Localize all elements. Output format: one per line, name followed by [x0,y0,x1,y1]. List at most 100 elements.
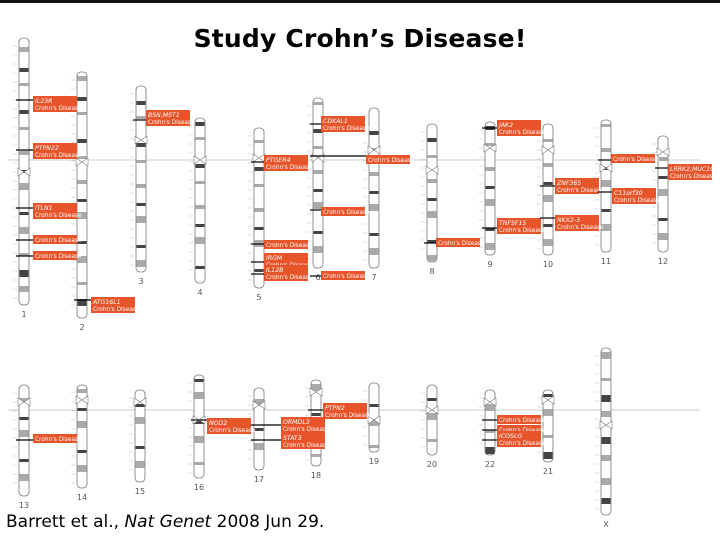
locus-box [207,418,251,434]
locus-box [33,96,77,112]
gene-name: TNFSF15 [499,220,526,227]
chromosome-number: 10 [543,260,553,269]
locus-label: Crohn's Disease [310,155,415,164]
locus-box [497,431,541,447]
gene-name: IRGM [266,255,283,262]
locus-box [321,271,365,280]
gene-name: ATG16L1 [92,299,121,306]
gene-name: ORMDL3 [283,419,310,426]
disease-name: Crohn's Disease [499,441,546,447]
gene-name: C11orf30 [614,190,643,197]
chromosome-2: 2 [71,71,89,332]
chromosome-number: 15 [135,487,145,496]
chromosome-number: 7 [371,273,376,282]
chromosome-number: 12 [658,257,668,266]
gene-name: CDKAL1 [323,118,348,125]
disease-name: Crohn's Disease [266,165,313,171]
gene-name: IL12B [266,267,283,274]
citation: Barrett et al., Nat Genet 2008 Jun 29. [6,512,324,532]
page-title: Study Crohn’s Disease! [193,24,527,53]
chromosome-number: 18 [311,471,321,480]
locus-box [497,415,541,424]
chromosome-21: 21 [537,389,555,476]
locus-box [33,434,77,443]
disease-name: Crohn's Disease [35,437,82,443]
chromosome-22: 22 [479,389,497,469]
chromosome-number: 17 [254,475,264,484]
disease-name: Crohn's Disease [368,158,415,164]
chromosome-X: X [595,347,613,529]
gene-name: ITLN1 [35,205,53,212]
gene-name: JAK2 [497,122,513,129]
disease-name: Crohn's Disease [35,106,82,112]
chromosome-10: 10 [537,123,555,269]
chromosome-19: 19 [363,382,381,466]
disease-name: Crohn's Disease [35,238,82,244]
disease-name: Crohn's Disease [670,174,717,180]
disease-name: Crohn's Disease [35,213,82,219]
chromosome-number: 11 [601,257,611,266]
locus-box [321,116,365,132]
disease-name: Crohn's Disease [35,153,82,159]
chromosome-number: 22 [485,460,495,469]
chromosome-4: 4 [189,117,207,297]
chromosome-number: 6 [315,273,320,282]
locus-box [668,164,712,180]
disease-name: Crohn's Disease [438,241,485,247]
chromosome-17: 17 [248,387,266,484]
gene-name: STAT3 [283,435,302,442]
disease-name: Crohn's Disease [323,274,370,280]
locus-label: Crohn's Disease [482,415,546,424]
disease-name: Crohn's Disease [323,210,370,216]
top-rule [0,0,720,3]
chromosome-number: 14 [77,493,87,502]
locus-box [436,238,480,247]
locus-label: Crohn's Disease [16,251,82,260]
disease-name: Crohn's Disease [266,243,313,249]
chromosome-12: 12 [652,135,670,266]
disease-name: Crohn's Disease [93,307,140,313]
locus-label: Crohn's Disease [424,238,485,247]
locus-label: Crohn's Disease [310,271,370,280]
disease-name: Crohn's Disease [499,130,546,136]
locus-box [33,251,77,260]
locus-label: Crohn's Disease [16,434,82,443]
locus-box [91,297,135,313]
locus-box [264,155,308,171]
disease-name: Crohn's Disease [557,225,604,231]
chromosome-number: 1 [21,310,26,319]
disease-name: Crohn's Disease [614,198,661,204]
chromosome-3: 3 [130,85,148,286]
gene-name: ZNF365 [556,180,581,187]
gene-name: LRRK2,MUC19 [670,166,714,173]
disease-name: Crohn's Disease [266,275,313,281]
chromosome-number: 20 [427,460,437,469]
chromosome-number: 4 [197,288,202,297]
chromosome-number: 5 [256,293,261,302]
chromosome-11: 11 [595,119,613,266]
locus-box [281,417,325,433]
locus-label: Crohn's Disease [310,207,370,216]
chromosome-15: 15 [129,389,147,496]
chromosome-number: 21 [543,467,553,476]
locus-box [497,218,541,234]
disease-name: Crohn's Disease [283,427,330,433]
locus-box [321,207,365,216]
chromosome-7: 7 [363,107,381,282]
chromosome-14: 14 [71,384,89,502]
locus-box [555,215,599,231]
gene-name: PTGER4 [266,157,291,164]
disease-name: Crohn's Disease [325,413,372,419]
chromosome-number: 13 [19,501,29,510]
chromosome-16: 16 [188,374,206,492]
gene-name: NKX2-3 [557,217,580,224]
locus-label: Crohn's Disease [598,154,660,163]
